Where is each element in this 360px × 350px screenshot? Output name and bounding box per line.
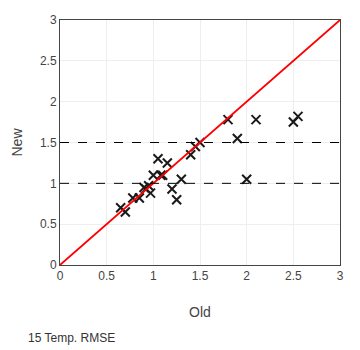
svg-text:0.5: 0.5 [40,217,57,231]
svg-text:2: 2 [50,95,57,109]
svg-text:1: 1 [50,177,57,191]
svg-text:3: 3 [337,269,344,283]
svg-text:3: 3 [50,13,57,27]
svg-text:2: 2 [243,269,250,283]
svg-text:1.5: 1.5 [192,269,209,283]
svg-text:0: 0 [57,269,64,283]
svg-text:1.5: 1.5 [40,136,57,150]
svg-text:2.5: 2.5 [40,54,57,68]
svg-text:New: New [9,128,25,157]
svg-text:0.5: 0.5 [98,269,115,283]
svg-text:0: 0 [50,258,57,272]
svg-text:1: 1 [150,269,157,283]
svg-text:15 Temp. RMSE: 15 Temp. RMSE [28,331,115,345]
svg-text:Old: Old [189,304,211,320]
svg-text:2.5: 2.5 [285,269,302,283]
